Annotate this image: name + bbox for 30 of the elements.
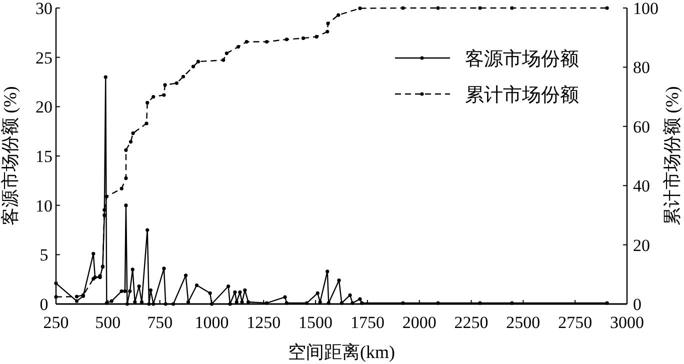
legend-label: 客源市场份额: [465, 48, 579, 70]
x-tick-label: 3000: [610, 313, 644, 332]
x-tick-label: 2500: [506, 313, 540, 332]
y2-tick-label: 80: [633, 58, 650, 78]
x-tick-label: 1000: [194, 313, 229, 332]
y-tick-label: 25: [36, 48, 52, 68]
y-tick-label: 5: [40, 246, 48, 265]
y-tick-label: 15: [36, 147, 52, 166]
x-tick-label: 1750: [350, 313, 384, 332]
y-tick-label: 30: [36, 0, 52, 18]
y-tick-label: 20: [36, 98, 52, 117]
x-tick-label: 2750: [558, 313, 592, 332]
legend-label: 累计市场份额: [465, 84, 579, 106]
y2-tick-label: 0: [633, 295, 642, 314]
y2-tick-label: 60: [633, 117, 650, 136]
x-tick-label: 1500: [298, 313, 333, 332]
y-tick-label: 10: [36, 196, 52, 216]
y2-tick-label: 100: [633, 0, 658, 18]
x-tick-label: 500: [95, 313, 121, 332]
y2-axis-title: 累计市场份额 (%): [662, 86, 682, 226]
y2-tick-label: 40: [633, 176, 650, 196]
y-axis-title: 客源市场份额 (%): [0, 86, 20, 226]
x-tick-label: 2250: [454, 313, 488, 332]
x-tick-label: 2000: [402, 313, 436, 332]
y-tick-label: 0: [40, 295, 48, 314]
x-tick-label: 250: [43, 313, 69, 332]
x-tick-label: 1250: [246, 313, 281, 332]
x-axis-title: 空间距离(km): [288, 342, 395, 362]
y2-tick-label: 20: [633, 236, 650, 255]
x-tick-label: 750: [147, 313, 173, 332]
